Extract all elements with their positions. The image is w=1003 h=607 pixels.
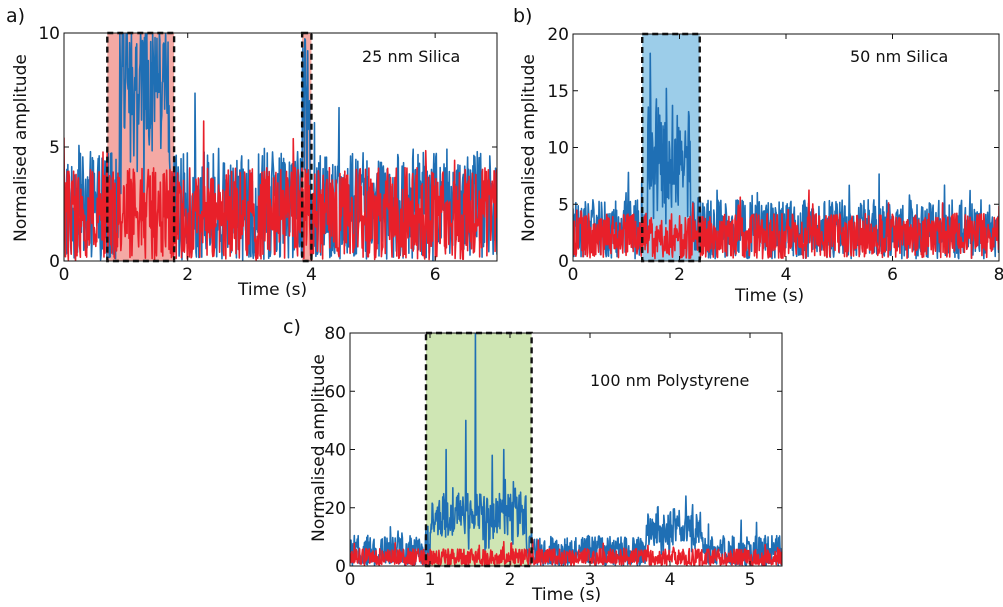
x-tick-label-a-1: 2 (182, 265, 193, 285)
y-tick-label-c-0: 0 (335, 557, 346, 577)
x-tick-label-a-0: 0 (59, 265, 70, 285)
x-tick-label-c-0: 0 (345, 570, 356, 590)
y-tick-label-c-1: 20 (324, 499, 346, 519)
y-tick-label-b-0: 0 (558, 252, 569, 272)
panel-c-label: c) (283, 316, 301, 338)
y-tick-label-b-4: 20 (547, 25, 569, 45)
x-tick-label-c-4: 4 (665, 570, 676, 590)
series-line-red-a (64, 120, 497, 261)
x-tick-label-a-2: 4 (306, 265, 317, 285)
panel-b-label: b) (513, 5, 532, 27)
x-tick-label-b-1: 2 (674, 265, 685, 285)
y-tick-label-c-3: 60 (324, 382, 346, 402)
y-tick-label-b-1: 5 (558, 195, 569, 215)
panel-c-annotation: 100 nm Polystyrene (590, 371, 749, 390)
panel-b-xlabel: Time (s) (734, 286, 804, 306)
panel-a-chart: a) 25 nm Silica Time (s) Normalised ampl… (6, 5, 498, 300)
axes-frame-c (349, 332, 783, 567)
panel-c-chart: c) 100 nm Polystyrene Time (s) Normalise… (283, 316, 783, 605)
panel-b-ylabel: Normalised amplitude (519, 54, 539, 242)
y-tick-label-c-2: 40 (324, 441, 346, 461)
x-tick-label-c-5: 5 (745, 570, 756, 590)
series-line-red-b (573, 189, 999, 260)
x-tick-label-b-3: 6 (887, 265, 898, 285)
x-tick-label-b-4: 8 (994, 265, 1003, 285)
panel-c-xlabel: Time (s) (531, 585, 601, 605)
panel-b-annotation: 50 nm Silica (850, 47, 948, 66)
y-tick-label-a-2: 10 (38, 24, 60, 44)
y-tick-label-a-1: 5 (49, 138, 60, 158)
panel-c-ylabel: Normalised amplitude (309, 354, 329, 542)
y-tick-label-b-2: 10 (547, 139, 569, 159)
y-tick-label-b-3: 15 (547, 82, 569, 102)
series-line-blue-c (350, 333, 782, 566)
panel-a-xlabel: Time (s) (237, 280, 307, 300)
panel-a-label: a) (6, 5, 25, 27)
panel-a-ylabel: Normalised amplitude (11, 54, 31, 242)
panel-b-chart: b) 50 nm Silica Time (s) Normalised ampl… (513, 5, 1003, 306)
series-line-red-c (350, 538, 782, 566)
x-tick-label-a-3: 6 (430, 265, 441, 285)
y-tick-label-a-0: 0 (49, 252, 60, 272)
x-tick-label-c-1: 1 (425, 570, 436, 590)
x-tick-label-c-3: 3 (585, 570, 596, 590)
panel-a-annotation: 25 nm Silica (362, 47, 460, 66)
x-tick-label-b-2: 4 (781, 265, 792, 285)
x-tick-label-c-2: 2 (505, 570, 516, 590)
y-tick-label-c-4: 80 (324, 324, 346, 344)
x-tick-label-b-0: 0 (568, 265, 579, 285)
